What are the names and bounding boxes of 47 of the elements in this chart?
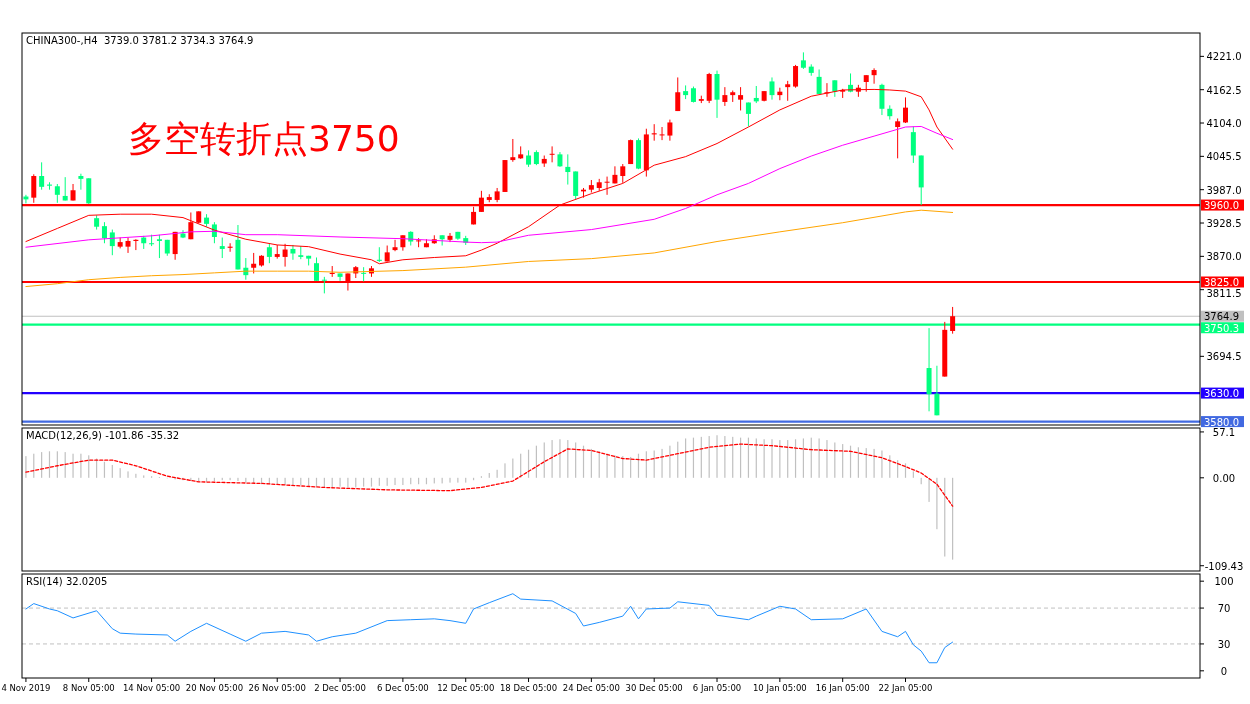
chart-title: MACD(12,26,9) -101.86 -35.32	[26, 430, 180, 441]
ref-line-label: 3825.0	[1204, 276, 1239, 288]
y-tick-label: 4045.5	[1206, 151, 1242, 163]
x-tick-label: 26 Nov 05:00	[248, 683, 306, 693]
x-tick-label: 4 Nov 2019	[1, 683, 51, 693]
y-tick-label: 3870.0	[1206, 251, 1242, 263]
y-tick-label: 4221.0	[1206, 51, 1242, 63]
ref-line-label: 3630.0	[1204, 388, 1239, 400]
reference-line-label: 3960.0	[1201, 199, 1244, 212]
y-tick-label: 0.00	[1212, 472, 1236, 484]
y-tick-label: -109.43	[1204, 560, 1244, 572]
x-tick-label: 30 Dec 05:00	[625, 683, 683, 693]
reference-line-label: 3630.0	[1201, 387, 1244, 400]
x-tick-label: 6 Dec 05:00	[377, 683, 429, 693]
reference-line-label: 3580.0	[1201, 416, 1244, 428]
x-tick-label: 24 Dec 05:00	[562, 683, 620, 693]
x-tick-label: 10 Jan 05:00	[752, 683, 807, 693]
x-tick-label: 18 Dec 05:00	[499, 683, 558, 693]
ref-line-label: 3750.3	[1204, 322, 1239, 334]
chart-title: RSI(14) 32.0205	[26, 576, 108, 587]
y-tick-label: 100	[1214, 576, 1234, 588]
ref-line-label: 3764.9	[1204, 311, 1239, 323]
y-tick-label: 3928.5	[1206, 218, 1242, 230]
ref-line-label: 3960.0	[1204, 200, 1239, 212]
reference-line-label: 3825.0	[1201, 276, 1244, 288]
y-tick-label: 3694.5	[1206, 351, 1242, 363]
x-tick-label: 14 Nov 05:00	[122, 683, 181, 693]
x-tick-label: 2 Dec 05:00	[314, 683, 366, 693]
reference-line-label: 3764.9	[1201, 310, 1244, 323]
x-tick-label: 6 Jan 05:00	[692, 683, 742, 693]
y-tick-label: 4104.0	[1206, 118, 1242, 130]
y-tick-label: 3811.5	[1206, 287, 1242, 299]
x-tick-label: 16 Jan 05:00	[815, 683, 870, 693]
y-tick-label: 3987.0	[1206, 184, 1242, 196]
y-tick-label: 57.1	[1212, 426, 1236, 438]
x-tick-label: 12 Dec 05:00	[437, 683, 495, 693]
x-tick-label: 8 Nov 05:00	[62, 683, 115, 693]
y-tick-label: 0	[1220, 665, 1228, 677]
y-tick-label: 4162.5	[1206, 84, 1242, 96]
annotation: 多空转折点3750	[128, 118, 400, 159]
chart-title: CHINA300-,H4 3739.0 3781.2 3734.3 3764.9	[26, 35, 254, 46]
y-tick-label: 70	[1217, 603, 1231, 615]
ref-line-label: 3580.0	[1204, 416, 1239, 428]
x-tick-label: 22 Jan 05:00	[878, 683, 933, 693]
reference-line-label: 3750.3	[1201, 322, 1244, 334]
x-tick-label: 20 Nov 05:00	[185, 683, 244, 693]
y-tick-label: 30	[1217, 638, 1231, 650]
